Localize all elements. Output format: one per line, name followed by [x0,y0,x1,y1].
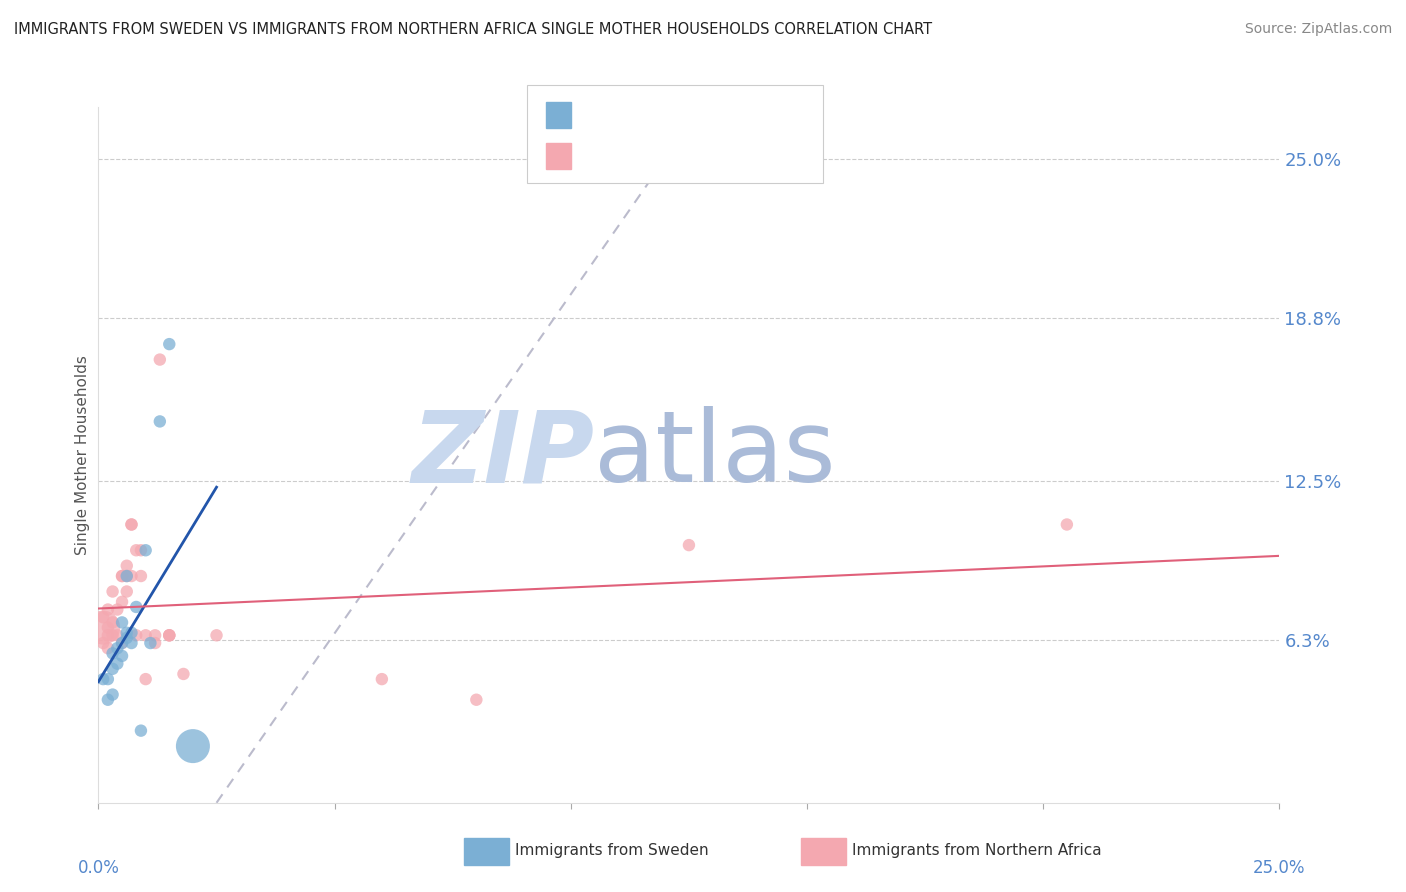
Point [149,352,172,367]
Text: R = 0.428   N = 23: R = 0.428 N = 23 [579,107,749,125]
Point [125,543,148,558]
Text: IMMIGRANTS FROM SWEDEN VS IMMIGRANTS FROM NORTHERN AFRICA SINGLE MOTHER HOUSEHOL: IMMIGRANTS FROM SWEDEN VS IMMIGRANTS FRO… [14,22,932,37]
Point [97,628,120,642]
Point [115,569,138,583]
Point [97,692,120,706]
Text: 0.0%: 0.0% [77,860,120,878]
Point [135,543,157,558]
Point [105,628,128,642]
Point [143,636,166,650]
Point [678,538,700,552]
Point [115,584,138,599]
Point [181,739,204,753]
Point [157,628,180,642]
Point [125,599,148,614]
Point [91,672,114,686]
Point [129,543,152,558]
Point [101,628,124,642]
Point [91,610,114,624]
Point [97,621,120,635]
Point [101,584,124,599]
Point [139,636,162,650]
Point [121,636,143,650]
Point [172,667,194,681]
Text: 25.0%: 25.0% [1253,860,1306,878]
Point [91,621,114,635]
Point [105,657,128,671]
Point [101,662,124,676]
Point [135,672,157,686]
Point [1056,517,1078,532]
Point [121,517,143,532]
Point [143,628,166,642]
Point [157,337,180,351]
Point [111,648,134,663]
Point [115,631,138,645]
Point [129,723,152,738]
Point [111,569,134,583]
Point [115,625,138,640]
Text: atlas: atlas [595,407,837,503]
Y-axis label: Single Mother Households: Single Mother Households [75,355,90,555]
Point [111,615,134,630]
Point [111,569,134,583]
Point [105,641,128,656]
Point [115,569,138,583]
Point [97,641,120,656]
Text: ZIP: ZIP [412,407,595,503]
Point [149,414,172,428]
Point [157,628,180,642]
Point [129,569,152,583]
Text: Immigrants from Northern Africa: Immigrants from Northern Africa [852,844,1102,858]
Point [111,636,134,650]
Text: Source: ZipAtlas.com: Source: ZipAtlas.com [1244,22,1392,37]
Point [157,628,180,642]
Point [125,628,148,642]
Point [111,595,134,609]
Point [101,688,124,702]
Point [121,569,143,583]
Point [105,602,128,616]
Point [111,636,134,650]
Point [97,672,120,686]
Point [121,625,143,640]
Point [371,672,394,686]
Text: R = 0.026   N = 40: R = 0.026 N = 40 [579,148,749,166]
Text: Immigrants from Sweden: Immigrants from Sweden [515,844,709,858]
Point [121,517,143,532]
Point [97,602,120,616]
Point [115,558,138,573]
Point [101,615,124,630]
Point [91,636,114,650]
Point [135,628,157,642]
Point [205,628,228,642]
Point [465,692,488,706]
Point [101,646,124,660]
